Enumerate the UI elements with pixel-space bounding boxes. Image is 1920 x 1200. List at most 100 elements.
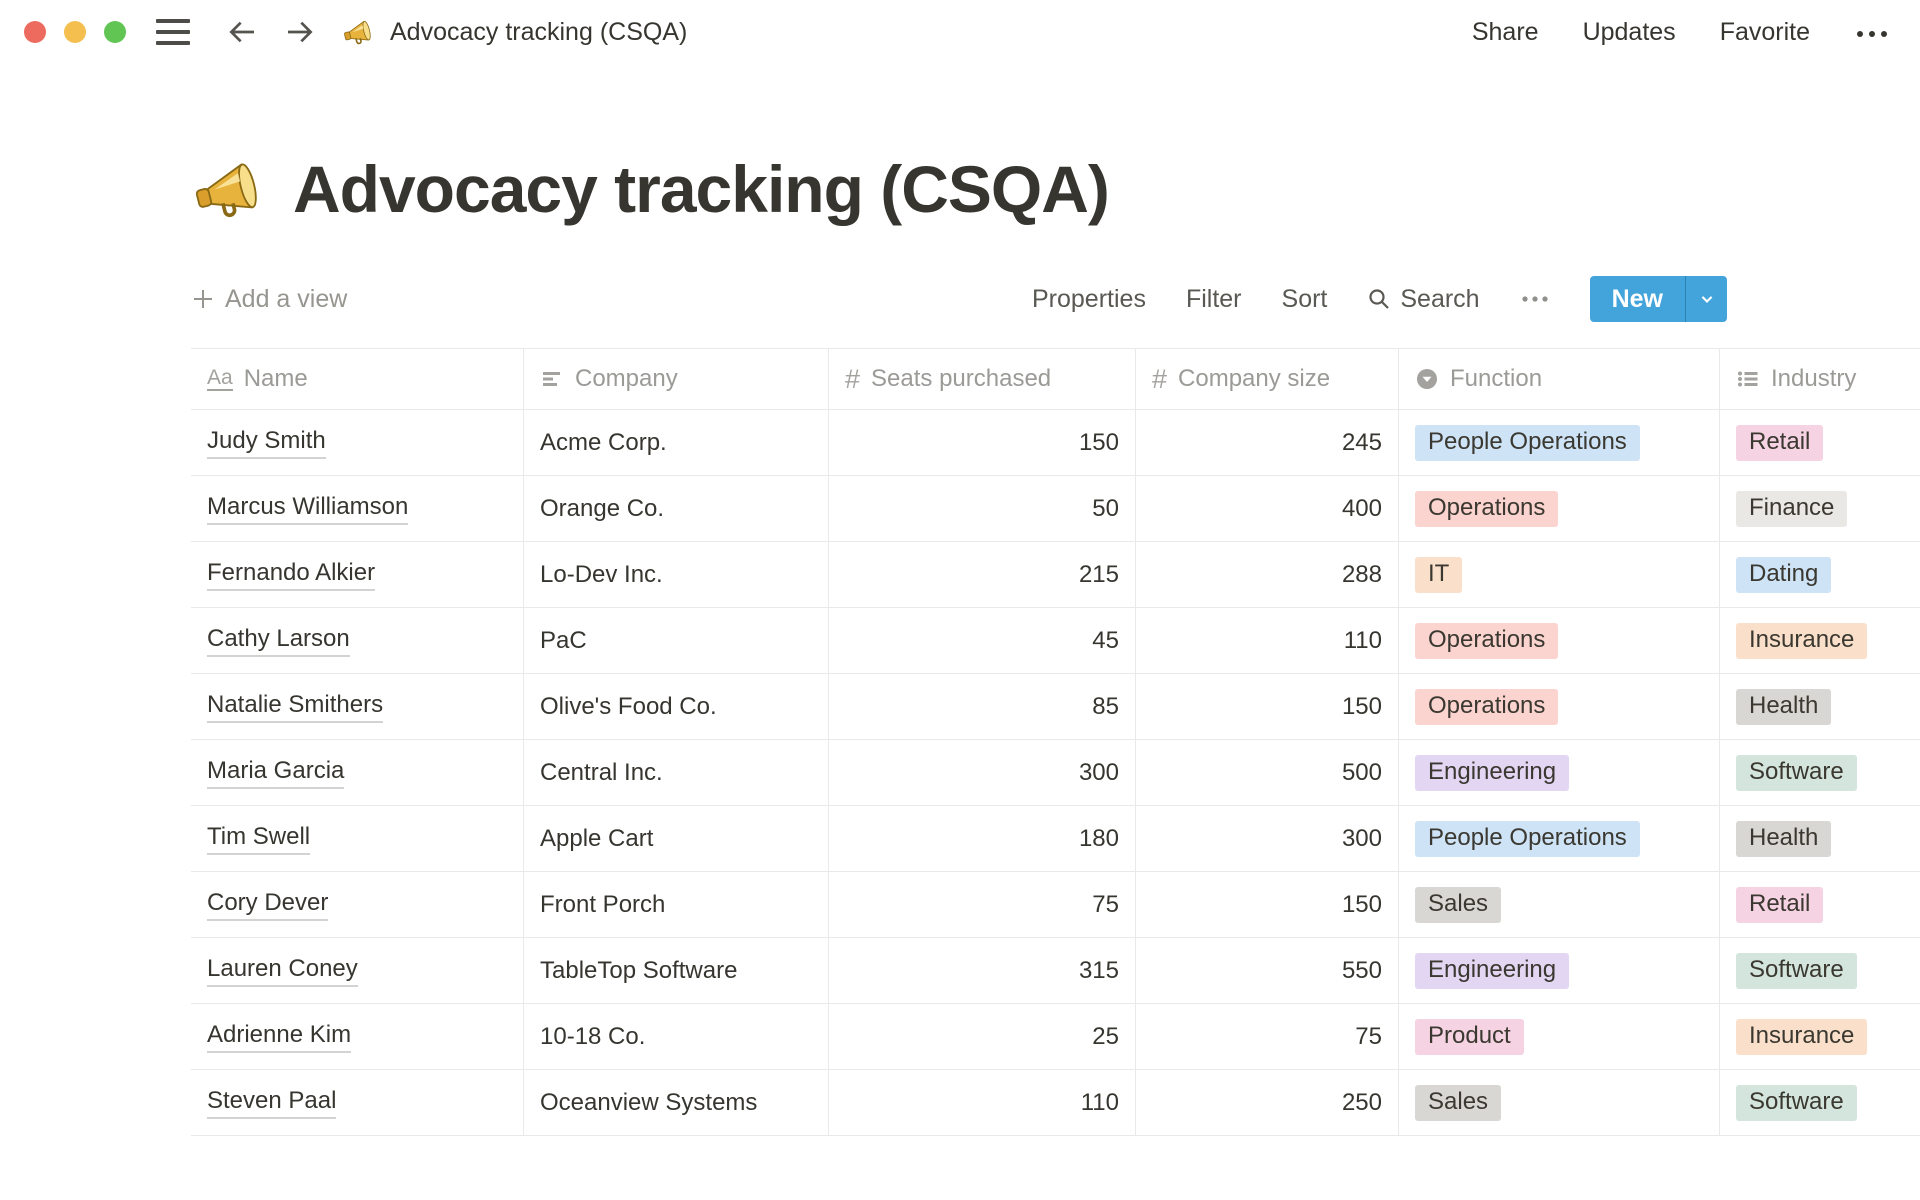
column-header-company-size[interactable]: # Company size xyxy=(1136,349,1399,409)
new-button[interactable]: New xyxy=(1611,284,1663,313)
cell-industry[interactable]: Software xyxy=(1720,740,1920,805)
industry-tag[interactable]: Finance xyxy=(1736,490,1848,527)
cell-company[interactable]: Oceanview Systems xyxy=(524,1070,829,1135)
cell-function[interactable]: People Operations xyxy=(1399,806,1720,871)
cell-company-size[interactable]: 300 xyxy=(1136,806,1399,871)
cell-seats-purchased[interactable]: 85 xyxy=(829,674,1136,739)
sidebar-menu-icon[interactable] xyxy=(156,19,190,45)
function-tag[interactable]: Operations xyxy=(1415,688,1559,725)
cell-function[interactable]: IT xyxy=(1399,542,1720,607)
row-page-link[interactable]: Lauren Coney xyxy=(207,955,358,987)
industry-tag[interactable]: Health xyxy=(1736,688,1832,725)
row-page-link[interactable]: Marcus Williamson xyxy=(207,493,409,525)
function-tag[interactable]: Engineering xyxy=(1415,952,1570,989)
cell-function[interactable]: Sales xyxy=(1399,872,1720,937)
close-window-button[interactable] xyxy=(24,21,46,43)
cell-name[interactable]: Cory Dever xyxy=(191,872,524,937)
row-page-link[interactable]: Cory Dever xyxy=(207,889,329,921)
row-page-link[interactable]: Maria Garcia xyxy=(207,757,345,789)
industry-tag[interactable]: Software xyxy=(1736,952,1857,989)
column-header-name[interactable]: Aa Name xyxy=(191,349,524,409)
cell-name[interactable]: Lauren Coney xyxy=(191,938,524,1003)
cell-name[interactable]: Judy Smith xyxy=(191,410,524,475)
add-view-button[interactable]: Add a view xyxy=(191,285,347,314)
cell-company[interactable]: PaC xyxy=(524,608,829,673)
filter-button[interactable]: Filter xyxy=(1185,284,1242,313)
function-tag[interactable]: People Operations xyxy=(1415,820,1640,857)
cell-industry[interactable]: Insurance xyxy=(1720,608,1920,673)
cell-function[interactable]: People Operations xyxy=(1399,410,1720,475)
industry-tag[interactable]: Dating xyxy=(1736,556,1832,593)
more-options-icon[interactable] xyxy=(1854,18,1890,47)
cell-company-size[interactable]: 150 xyxy=(1136,872,1399,937)
row-page-link[interactable]: Steven Paal xyxy=(207,1087,337,1119)
function-tag[interactable]: Product xyxy=(1415,1018,1524,1055)
cell-seats-purchased[interactable]: 180 xyxy=(829,806,1136,871)
cell-company[interactable]: Olive's Food Co. xyxy=(524,674,829,739)
cell-company-size[interactable]: 288 xyxy=(1136,542,1399,607)
cell-company[interactable]: 10-18 Co. xyxy=(524,1004,829,1069)
cell-seats-purchased[interactable]: 50 xyxy=(829,476,1136,541)
cell-industry[interactable]: Insurance xyxy=(1720,1004,1920,1069)
page-title[interactable]: Advocacy tracking (CSQA) xyxy=(293,152,1110,226)
cell-function[interactable]: Product xyxy=(1399,1004,1720,1069)
cell-company[interactable]: TableTop Software xyxy=(524,938,829,1003)
cell-company[interactable]: Front Porch xyxy=(524,872,829,937)
column-header-company[interactable]: Company xyxy=(524,349,829,409)
cell-function[interactable]: Engineering xyxy=(1399,740,1720,805)
properties-button[interactable]: Properties xyxy=(1032,284,1146,313)
function-tag[interactable]: Sales xyxy=(1415,1084,1502,1121)
cell-company-size[interactable]: 245 xyxy=(1136,410,1399,475)
share-button[interactable]: Share xyxy=(1471,17,1539,46)
cell-seats-purchased[interactable]: 215 xyxy=(829,542,1136,607)
cell-industry[interactable]: Finance xyxy=(1720,476,1920,541)
cell-seats-purchased[interactable]: 150 xyxy=(829,410,1136,475)
cell-name[interactable]: Marcus Williamson xyxy=(191,476,524,541)
cell-industry[interactable]: Retail xyxy=(1720,872,1920,937)
function-tag[interactable]: People Operations xyxy=(1415,424,1640,461)
cell-industry[interactable]: Dating xyxy=(1720,542,1920,607)
function-tag[interactable]: Operations xyxy=(1415,490,1559,527)
zoom-window-button[interactable] xyxy=(104,21,126,43)
function-tag[interactable]: Operations xyxy=(1415,622,1559,659)
row-page-link[interactable]: Fernando Alkier xyxy=(207,559,376,591)
cell-company[interactable]: Apple Cart xyxy=(524,806,829,871)
column-header-seats-purchased[interactable]: # Seats purchased xyxy=(829,349,1136,409)
column-header-function[interactable]: Function xyxy=(1399,349,1720,409)
breadcrumb[interactable]: Advocacy tracking (CSQA) xyxy=(342,15,687,49)
row-page-link[interactable]: Judy Smith xyxy=(207,427,326,459)
function-tag[interactable]: IT xyxy=(1415,556,1463,593)
sort-button[interactable]: Sort xyxy=(1281,284,1328,313)
new-dropdown-button[interactable] xyxy=(1685,276,1727,322)
minimize-window-button[interactable] xyxy=(64,21,86,43)
cell-function[interactable]: Operations xyxy=(1399,674,1720,739)
cell-seats-purchased[interactable]: 300 xyxy=(829,740,1136,805)
cell-seats-purchased[interactable]: 45 xyxy=(829,608,1136,673)
cell-name[interactable]: Cathy Larson xyxy=(191,608,524,673)
cell-company-size[interactable]: 550 xyxy=(1136,938,1399,1003)
cell-seats-purchased[interactable]: 110 xyxy=(829,1070,1136,1135)
cell-industry[interactable]: Software xyxy=(1720,1070,1920,1135)
function-tag[interactable]: Sales xyxy=(1415,886,1502,923)
back-arrow-icon[interactable] xyxy=(226,16,258,48)
search-button[interactable]: Search xyxy=(1367,285,1480,314)
row-page-link[interactable]: Natalie Smithers xyxy=(207,691,384,723)
cell-company[interactable]: Lo-Dev Inc. xyxy=(524,542,829,607)
cell-name[interactable]: Steven Paal xyxy=(191,1070,524,1135)
cell-function[interactable]: Sales xyxy=(1399,1070,1720,1135)
cell-company-size[interactable]: 75 xyxy=(1136,1004,1399,1069)
row-page-link[interactable]: Adrienne Kim xyxy=(207,1021,352,1053)
cell-company[interactable]: Acme Corp. xyxy=(524,410,829,475)
updates-button[interactable]: Updates xyxy=(1582,17,1676,46)
cell-company-size[interactable]: 500 xyxy=(1136,740,1399,805)
cell-seats-purchased[interactable]: 315 xyxy=(829,938,1136,1003)
industry-tag[interactable]: Retail xyxy=(1736,424,1824,461)
cell-function[interactable]: Operations xyxy=(1399,476,1720,541)
function-tag[interactable]: Engineering xyxy=(1415,754,1570,791)
view-more-icon[interactable] xyxy=(1520,294,1550,304)
cell-name[interactable]: Maria Garcia xyxy=(191,740,524,805)
industry-tag[interactable]: Health xyxy=(1736,820,1832,857)
forward-arrow-icon[interactable] xyxy=(284,16,316,48)
cell-company-size[interactable]: 250 xyxy=(1136,1070,1399,1135)
cell-name[interactable]: Adrienne Kim xyxy=(191,1004,524,1069)
